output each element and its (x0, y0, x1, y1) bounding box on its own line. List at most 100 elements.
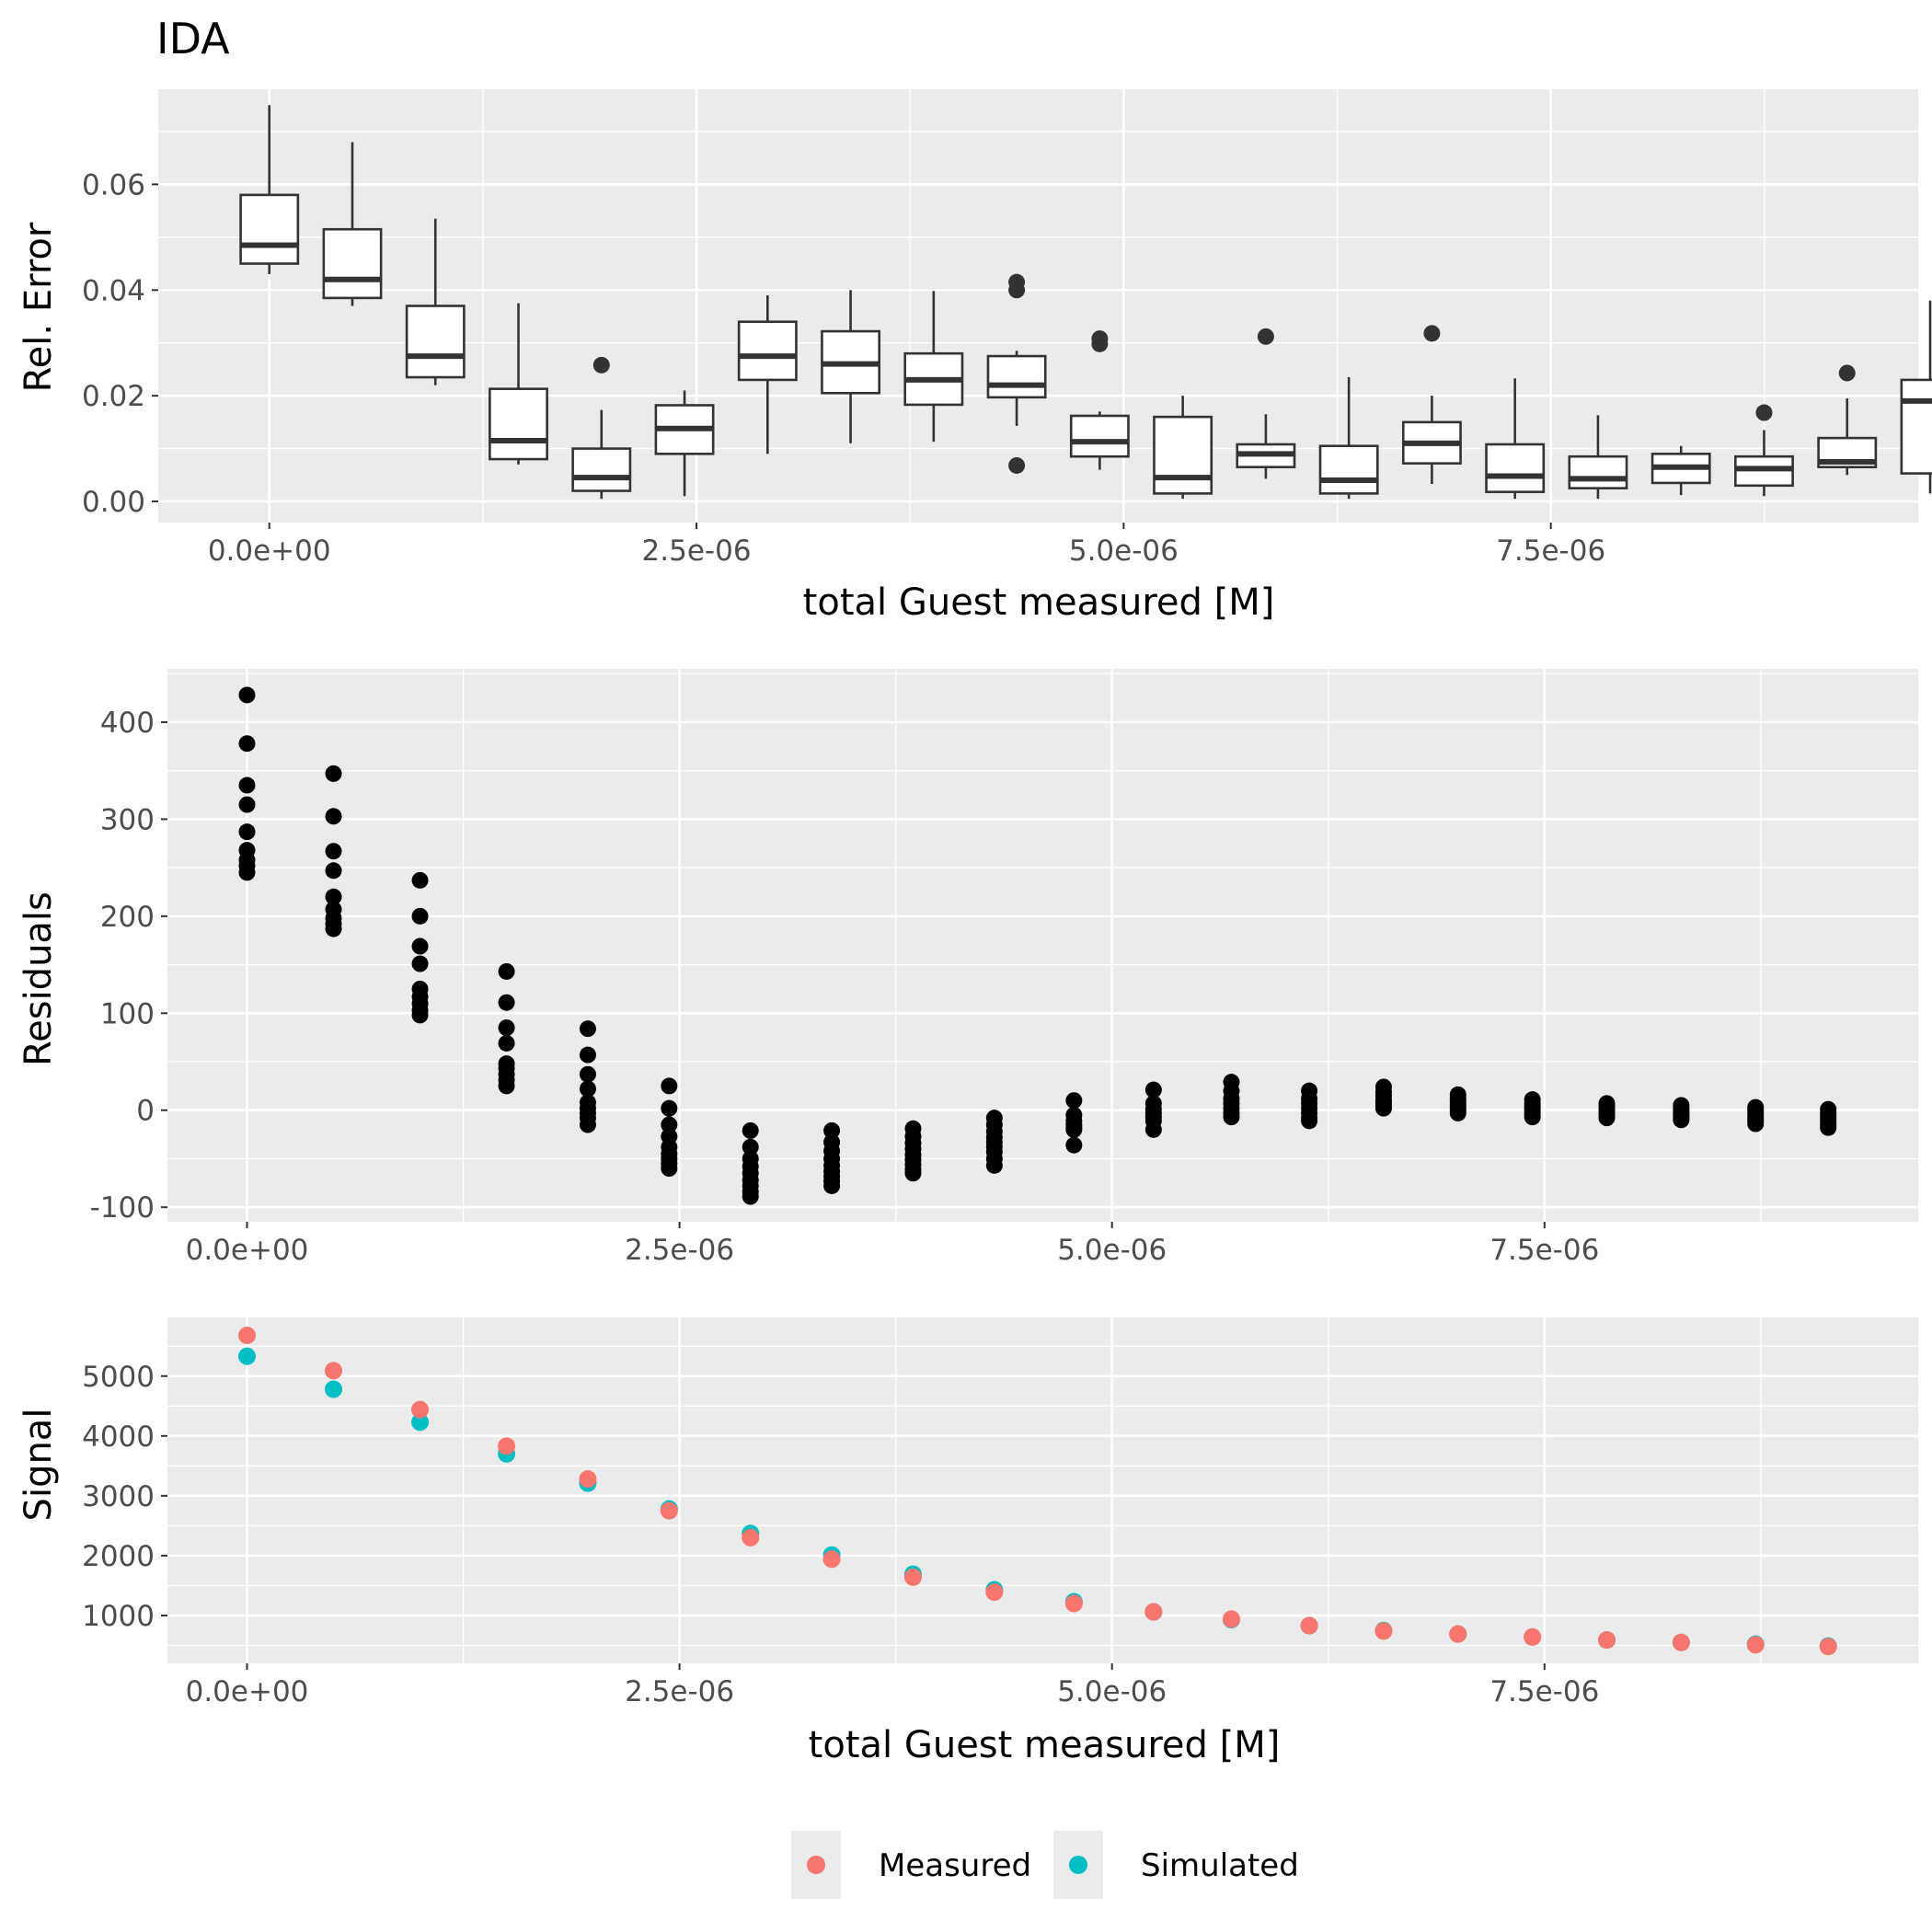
measured-point (822, 1550, 841, 1569)
residual-point (238, 735, 256, 753)
residual-point (325, 843, 342, 860)
residual-point (579, 1020, 596, 1038)
residual-point (238, 796, 256, 813)
x-tick-label: 2.5e-06 (625, 1675, 734, 1708)
x-tick-label: 5.0e-06 (1057, 1675, 1167, 1708)
residual-point (411, 955, 429, 972)
boxplot (571, 356, 632, 500)
residual-point (823, 1177, 841, 1194)
outlier-point (1755, 404, 1773, 421)
measured-point (1746, 1636, 1765, 1654)
measured-point (1222, 1610, 1240, 1628)
measured-point (1819, 1638, 1837, 1656)
panel-background (167, 669, 1918, 1222)
x-tick-label: 0.0e+00 (208, 535, 331, 568)
simulated-point (325, 1380, 343, 1398)
boxplot (821, 290, 881, 443)
residual-point (579, 1116, 596, 1133)
residual-point (904, 1165, 922, 1182)
outlier-point (1838, 364, 1856, 382)
residual-point (1065, 1092, 1083, 1110)
y-tick-label: 0.00 (82, 486, 145, 519)
residual-point (661, 1077, 678, 1095)
box (1069, 414, 1130, 458)
boxplot (1817, 364, 1878, 476)
simulated-point (411, 1413, 430, 1432)
residual-point (325, 808, 342, 825)
residual-point (411, 937, 429, 955)
residual-point (411, 871, 429, 889)
x-tick-label: 5.0e-06 (1069, 535, 1179, 568)
outlier-point (1008, 456, 1026, 474)
rel-error-y-label: Rel. Error (17, 222, 60, 392)
outlier-point (1091, 335, 1109, 352)
residual-point (1820, 1119, 1837, 1136)
residual-point (498, 1034, 515, 1052)
x-tick-label: 7.5e-06 (1489, 1675, 1599, 1708)
residual-point (1144, 1081, 1162, 1098)
x-tick-label: 7.5e-06 (1496, 535, 1605, 568)
boxplot (405, 218, 466, 385)
measured-point (1449, 1625, 1467, 1643)
x-tick-label: 2.5e-06 (642, 535, 752, 568)
residual-point (1301, 1112, 1318, 1130)
y-tick-label: 300 (100, 803, 155, 836)
measured-point (1064, 1594, 1083, 1613)
measured-point (325, 1362, 343, 1380)
residuals-panel: 0.0e+00 2.5e-06 5.0e-06 7.5e-06 -100 0 100 200 3… (90, 669, 1918, 1267)
residual-point (823, 1121, 841, 1139)
residual-point (238, 823, 256, 841)
residual-point (238, 776, 256, 794)
box (489, 387, 548, 461)
signal-panel: 0.0e+00 2.5e-06 5.0e-06 7.5e-06 1000 2000 3000… (82, 1317, 1918, 1708)
residual-point (1065, 1136, 1083, 1154)
box (1318, 444, 1379, 495)
boxplot (986, 273, 1047, 474)
y-tick-label: 0 (136, 1095, 155, 1128)
residuals-y-label: Residuals (17, 891, 60, 1066)
box (571, 447, 632, 492)
y-tick-label: 0.06 (82, 168, 145, 201)
residual-point (325, 920, 342, 937)
residual-point (325, 862, 342, 880)
boxplot (1568, 415, 1628, 500)
x-tick-label: 5.0e-06 (1057, 1234, 1167, 1267)
boxplot (1650, 445, 1711, 496)
boxplot (322, 142, 383, 306)
residual-point (238, 864, 256, 881)
y-tick-label: 100 (100, 997, 155, 1030)
y-tick-label: 3000 (82, 1480, 155, 1513)
residual-point (498, 1077, 515, 1095)
y-tick-label: 0.04 (82, 274, 145, 307)
box (1568, 454, 1628, 489)
chart-title: IDA (156, 14, 230, 63)
y-tick-label: 400 (100, 707, 155, 740)
boxplot (1900, 300, 1932, 494)
box (1900, 378, 1932, 475)
residual-point (1673, 1111, 1690, 1129)
outlier-point (1008, 282, 1026, 299)
box (1485, 443, 1546, 493)
residual-point (579, 1046, 596, 1064)
y-tick-label: 0.02 (82, 380, 145, 413)
residual-point (1144, 1121, 1162, 1138)
legend-measured-dot (807, 1856, 825, 1874)
residual-point (498, 1019, 515, 1037)
box (1153, 415, 1213, 495)
measured-point (238, 1327, 256, 1345)
residual-point (742, 1138, 759, 1156)
legend: Measured Simulated (791, 1831, 1299, 1899)
x-tick-label: 2.5e-06 (625, 1234, 734, 1267)
outlier-point (1423, 325, 1441, 342)
box (239, 193, 300, 265)
residual-point (1065, 1121, 1083, 1138)
boxplot (737, 295, 798, 454)
measured-point (1524, 1627, 1542, 1646)
legend-simulated-label: Simulated (1141, 1847, 1299, 1884)
measured-point (498, 1437, 516, 1455)
y-tick-label: 2000 (82, 1540, 155, 1573)
residual-point (238, 686, 256, 704)
boxplot (239, 105, 300, 275)
box (405, 305, 466, 379)
measured-point (742, 1528, 760, 1547)
